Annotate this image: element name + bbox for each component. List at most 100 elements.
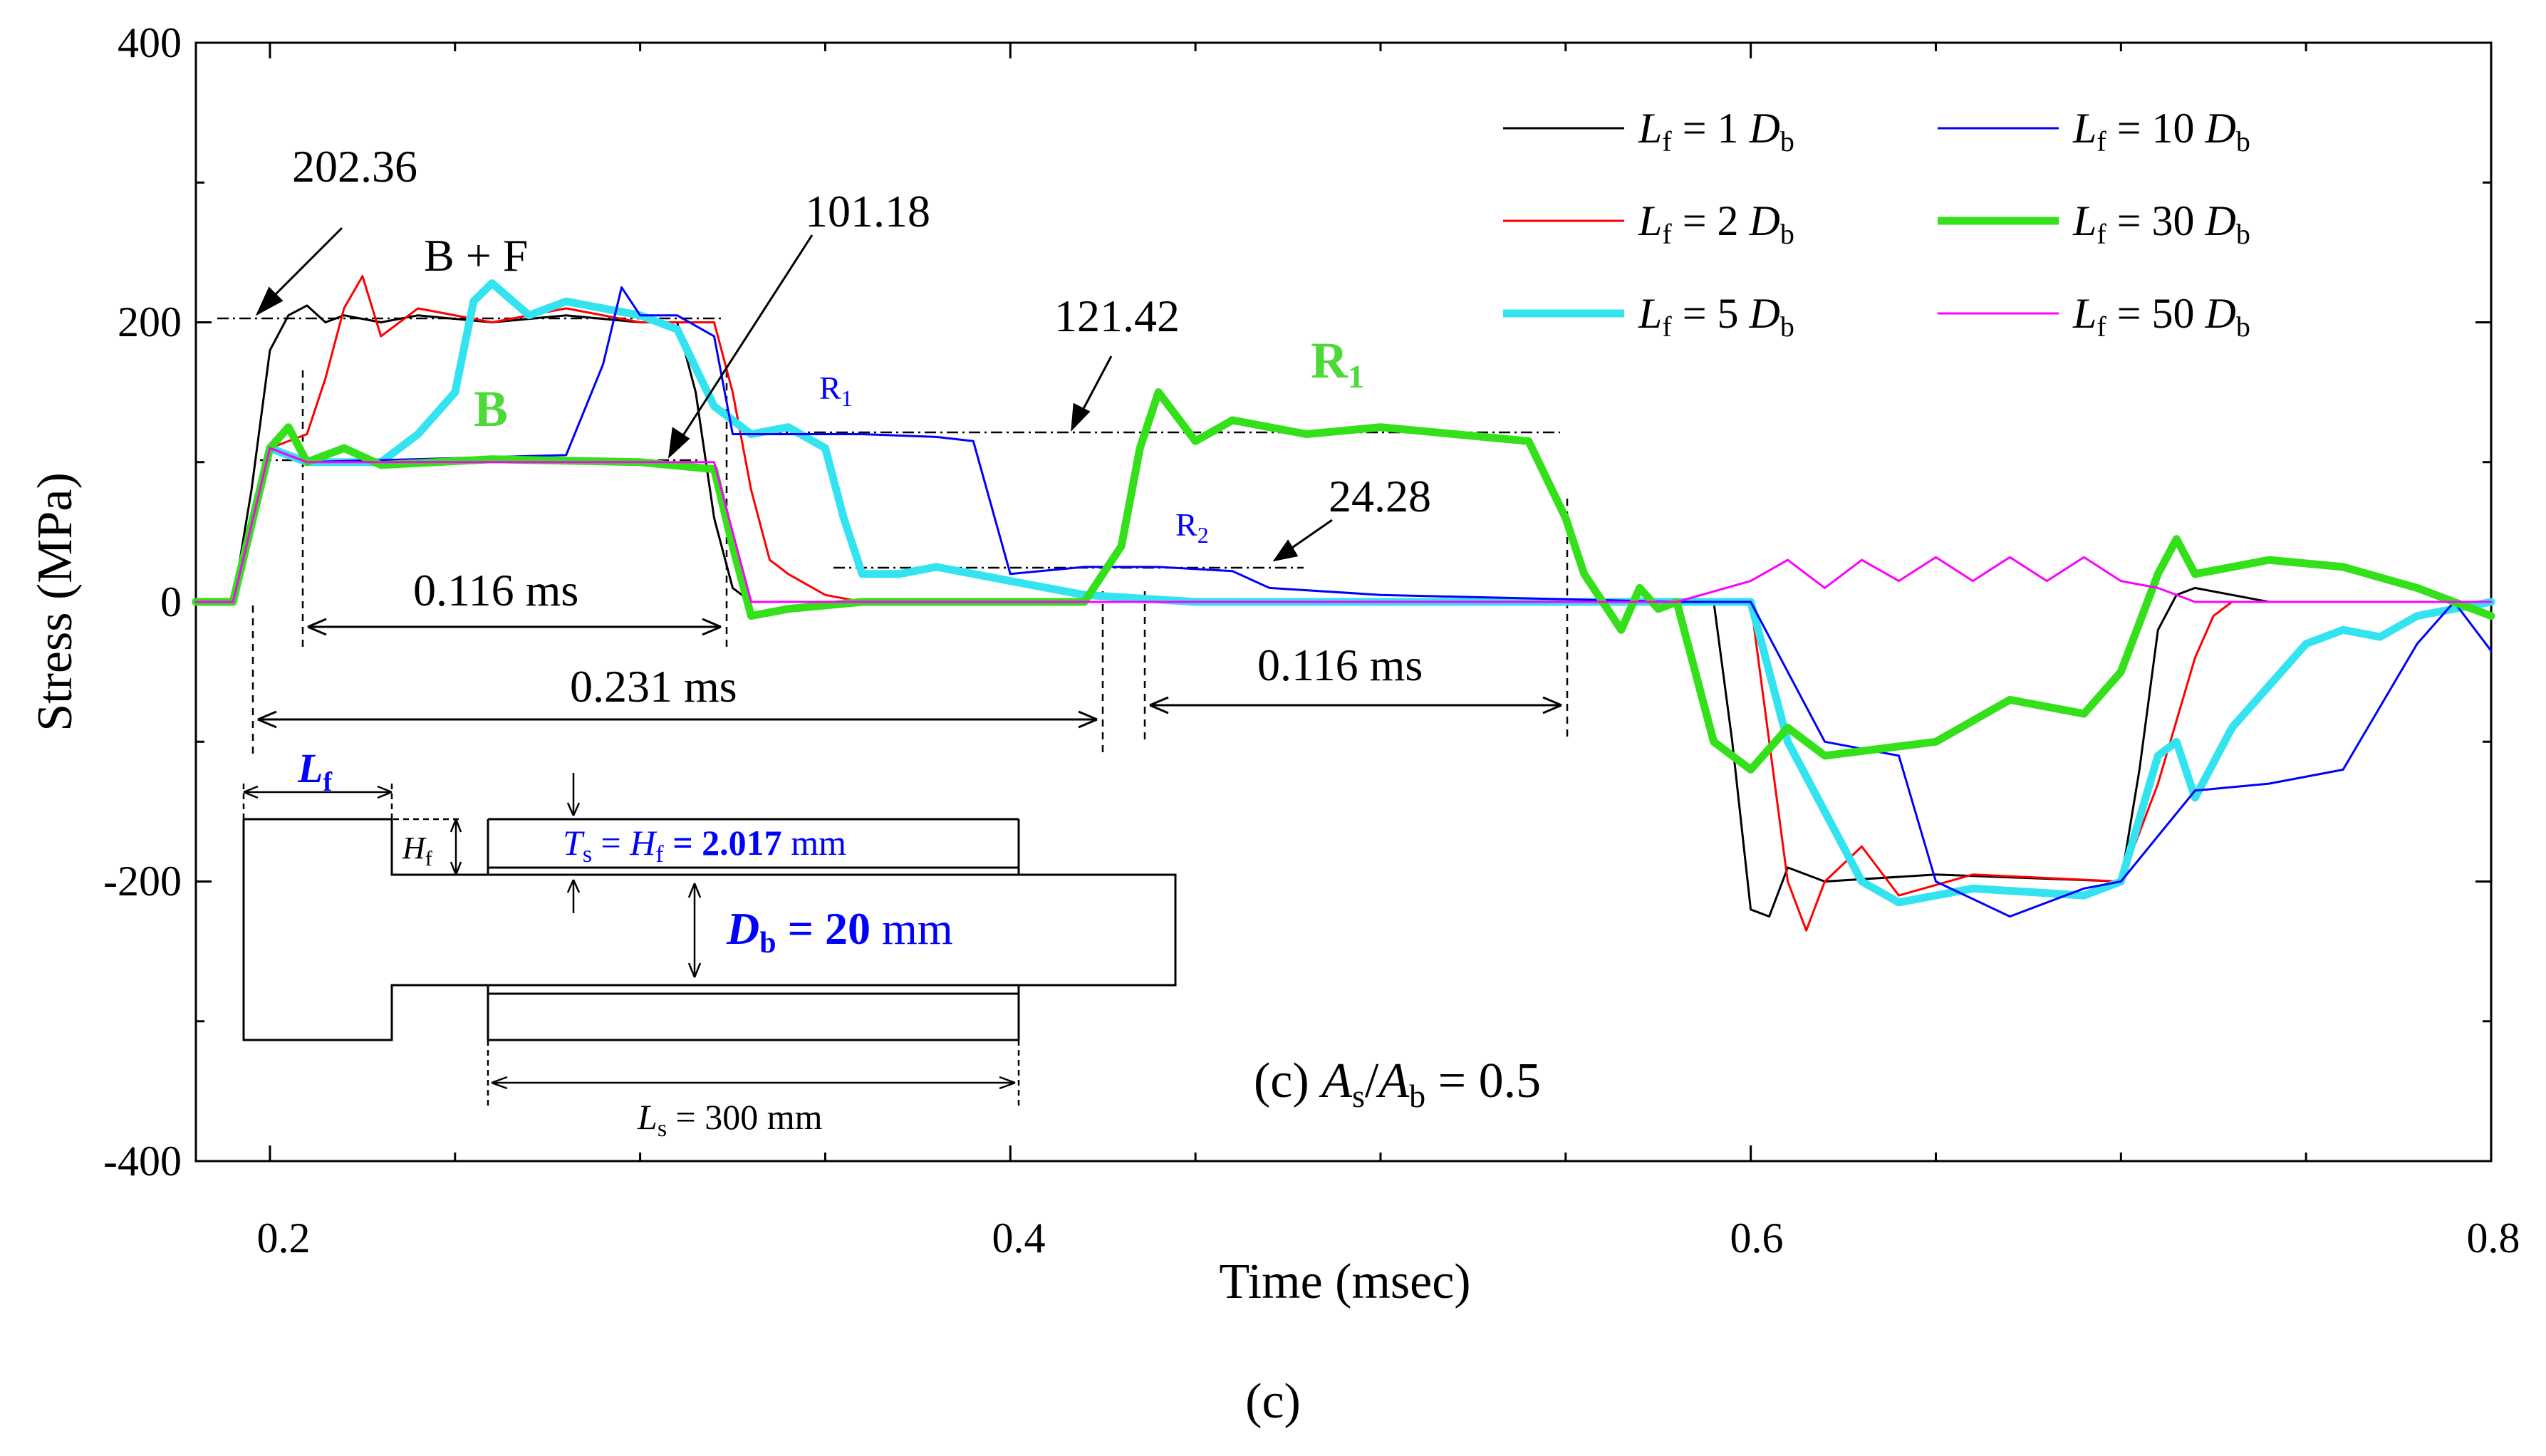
legend-label-part: D	[2205, 105, 2236, 152]
legend-label: Lf = 5 Db	[1638, 290, 1794, 343]
arrowhead	[450, 818, 462, 875]
r1-big-sub: 1	[1348, 358, 1364, 395]
r1-small-sub: 1	[841, 385, 853, 411]
duration-0116-left-label: 0.116 ms	[413, 565, 578, 615]
legend-label-part: = 2	[1672, 197, 1750, 244]
arrowhead	[667, 427, 690, 459]
legend-label: Lf = 10 Db	[2072, 105, 2250, 157]
ts-label-b: H	[629, 823, 658, 863]
legend-label-part: b	[1780, 125, 1794, 157]
arrowhead	[566, 802, 581, 816]
duration-0116-right-label: 0.116 ms	[1257, 640, 1423, 690]
ls-label-main: L	[637, 1097, 658, 1137]
legend-label-part: D	[1749, 197, 1780, 244]
panel-b: A	[1376, 1054, 1409, 1108]
legend-label-part: = 5	[1672, 290, 1750, 337]
arrowhead	[1149, 696, 1562, 714]
pointer-101	[675, 234, 814, 446]
series-line-3	[192, 279, 2495, 907]
r2-small-label: R2	[1175, 506, 1209, 548]
schematic-dimensions	[242, 773, 1020, 1108]
figure-caption: (c)	[1245, 1374, 1301, 1429]
panel-s: s	[1352, 1078, 1365, 1114]
db-value: = 20	[776, 903, 871, 954]
y-tick-label: -200	[103, 858, 182, 905]
y-tick-label: 400	[118, 19, 182, 66]
panel-a: A	[1319, 1054, 1352, 1108]
legend-label-part: D	[1749, 105, 1780, 152]
x-tick-label: 0.6	[1730, 1215, 1784, 1262]
legend-label-part: b	[2236, 311, 2250, 343]
legend-label-part: = 10	[2106, 105, 2205, 152]
arrowhead	[566, 879, 581, 893]
lf-label-main: L	[297, 745, 323, 791]
x-tick-label: 0.2	[257, 1215, 311, 1262]
legend-label-part: = 50	[2106, 290, 2205, 337]
series-layer	[192, 275, 2495, 932]
ts-bsub: f	[655, 841, 664, 868]
y-tick-label: 200	[118, 298, 182, 345]
series-line-6	[194, 447, 2493, 603]
arrowhead	[1071, 402, 1091, 432]
panel-prefix: (c)	[1254, 1054, 1321, 1108]
arrowhead	[307, 618, 722, 636]
ts-label-a: T	[563, 823, 585, 863]
x-tick-label: 0.8	[2467, 1215, 2520, 1262]
ls-label: Ls = 300 mm	[637, 1097, 823, 1142]
panel-slash: /	[1365, 1054, 1379, 1108]
db-unit: mm	[871, 903, 953, 954]
panel-eq: = 0.5	[1425, 1054, 1541, 1108]
db-label-main: D	[726, 903, 759, 954]
duration-0231-label: 0.231 ms	[570, 661, 737, 712]
panel-label: (c) As/Ab = 0.5	[1254, 1054, 1541, 1114]
legend-label-part: = 30	[2106, 197, 2205, 244]
ts-unit: mm	[782, 823, 846, 863]
legend-label-part: D	[2205, 290, 2236, 337]
value-121-label: 121.42	[1054, 291, 1180, 341]
legend-label-part: D	[1749, 290, 1780, 337]
legend-label-part: D	[2205, 197, 2236, 244]
pointer-202	[266, 227, 343, 304]
vertical-markers	[251, 370, 1569, 755]
r1-small-main: R	[819, 370, 841, 406]
ts-value: = 2.017	[664, 823, 782, 863]
r2-small-main: R	[1175, 506, 1197, 543]
annotation-pointers	[255, 227, 1333, 562]
panel-bsub: b	[1409, 1078, 1425, 1114]
legend-label-part: f	[1662, 311, 1672, 343]
series-line-4	[194, 286, 2493, 918]
arrowhead	[1272, 539, 1299, 562]
reference-lines	[217, 317, 1560, 569]
arrowhead	[255, 286, 284, 316]
x-axis-title: Time (msec)	[1219, 1254, 1470, 1309]
legend-label: Lf = 2 Db	[1638, 197, 1794, 250]
r1-big-main: R	[1311, 332, 1349, 389]
arrowhead	[491, 1076, 1016, 1090]
legend-label-part: f	[2096, 125, 2106, 157]
hf-label-sub: f	[425, 847, 432, 870]
legend-label-part: L	[1638, 290, 1662, 337]
legend-label-part: f	[2096, 311, 2106, 343]
legend-label-part: = 1	[1672, 105, 1750, 152]
legend-label: Lf = 50 Db	[2072, 290, 2250, 343]
legend-label: Lf = 30 Db	[2072, 197, 2250, 250]
b-label: B	[474, 380, 508, 437]
legend-label-part: L	[2072, 197, 2096, 244]
legend-label-part: f	[1662, 125, 1672, 157]
r1-big-label: R1	[1311, 332, 1364, 395]
x-tick-labels: 0.2 0.4 0.6 0.8	[257, 1215, 2520, 1262]
db-label: Db = 20 mm	[726, 903, 953, 960]
r1-small-label: R1	[819, 370, 853, 411]
legend-label-part: b	[2236, 218, 2250, 250]
bf-label: B + F	[424, 230, 528, 281]
legend-label-part: b	[1780, 311, 1794, 343]
legend-label-part: L	[1638, 197, 1662, 244]
value-101-label: 101.18	[805, 186, 930, 236]
y-axis-title: Stress (MPa)	[28, 472, 83, 732]
duration-arrows	[257, 618, 1562, 729]
x-tick-label: 0.4	[992, 1215, 1046, 1262]
arrowhead	[257, 710, 1098, 729]
hf-label-main: H	[402, 831, 427, 865]
